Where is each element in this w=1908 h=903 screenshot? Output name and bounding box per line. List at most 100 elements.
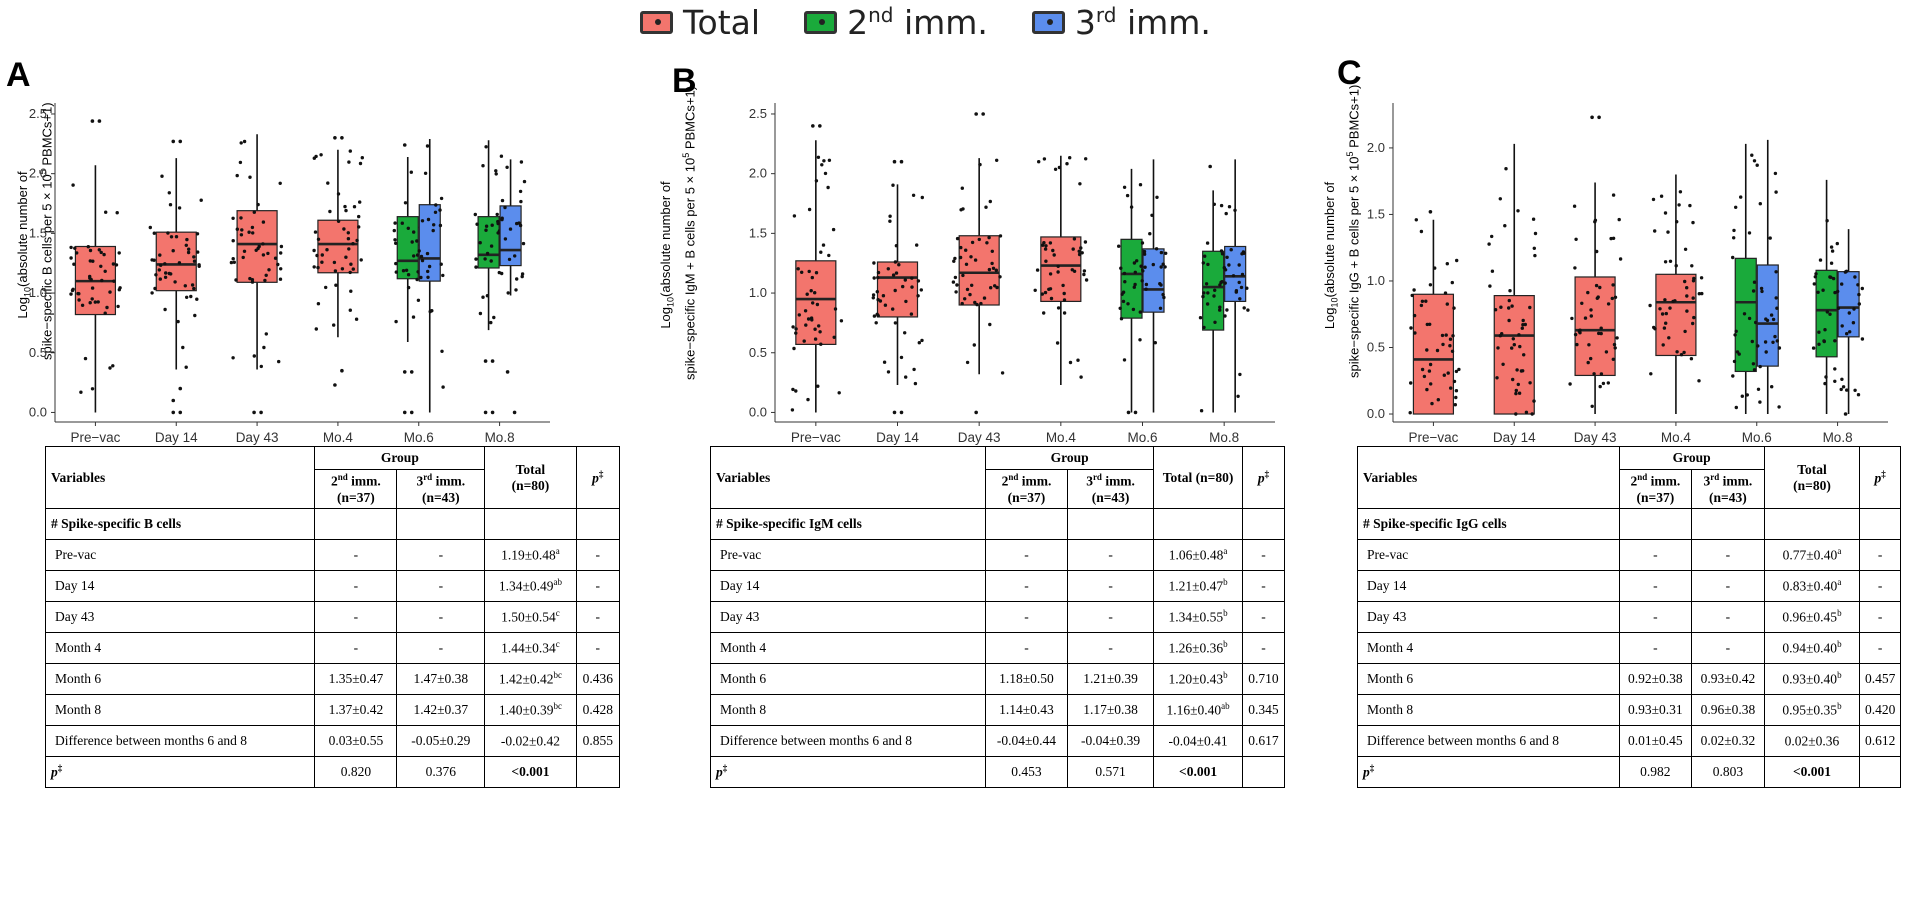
data-point — [1072, 269, 1077, 273]
data-point — [961, 273, 965, 278]
x-tick-label: Pre−vac — [1408, 430, 1458, 445]
data-point — [1151, 262, 1155, 267]
data-point — [1240, 272, 1245, 277]
data-point — [518, 189, 523, 194]
data-point — [1533, 231, 1538, 236]
data-point — [1835, 241, 1839, 246]
data-point — [441, 385, 445, 389]
data-point — [316, 302, 321, 306]
data-point — [1811, 346, 1816, 350]
data-point — [344, 255, 348, 259]
data-point — [312, 265, 316, 269]
data-point — [952, 259, 956, 263]
data-point — [1071, 247, 1075, 251]
data-point — [171, 249, 175, 253]
data-point — [1760, 289, 1764, 294]
data-point — [326, 181, 330, 185]
data-point — [1847, 311, 1851, 315]
data-point — [1610, 296, 1614, 301]
box-iqr — [1815, 269, 1838, 358]
data-point — [1528, 381, 1532, 385]
data-point — [1220, 280, 1224, 284]
data-point — [1611, 283, 1615, 287]
data-point — [1688, 203, 1692, 208]
cell-total: 1.26±0.36b — [1153, 632, 1243, 664]
data-point — [1683, 329, 1687, 334]
outlier-point — [818, 124, 822, 128]
data-point — [519, 199, 523, 204]
data-point — [333, 269, 338, 273]
data-point — [1755, 163, 1759, 167]
data-point — [1454, 369, 1459, 374]
data-point — [1524, 410, 1529, 414]
data-point — [1817, 342, 1821, 346]
outlier-point — [252, 410, 256, 415]
data-point — [804, 323, 808, 327]
data-point — [1860, 286, 1864, 291]
data-point — [917, 341, 921, 345]
data-point — [88, 248, 93, 253]
data-point — [1518, 344, 1522, 349]
legend-label-3rd: 3rd imm. — [1074, 3, 1211, 42]
data-point — [91, 259, 95, 263]
data-point — [1449, 386, 1453, 390]
data-point — [1845, 332, 1849, 336]
data-point — [1777, 405, 1781, 409]
data-point — [250, 278, 255, 282]
data-point — [355, 238, 359, 243]
data-point — [93, 300, 98, 304]
data-point — [112, 279, 116, 283]
data-point — [347, 160, 351, 164]
data-point — [1164, 251, 1168, 255]
data-point — [1057, 165, 1062, 170]
cell-2nd-imm: - — [314, 539, 398, 571]
data-point — [806, 317, 811, 321]
data-point — [794, 389, 798, 393]
data-point — [1508, 289, 1512, 293]
data-point — [72, 262, 76, 266]
data-point — [1857, 302, 1861, 306]
data-point — [104, 210, 108, 214]
data-point — [111, 262, 116, 266]
data-point — [1452, 306, 1456, 310]
data-point — [1143, 265, 1147, 269]
data-point — [1409, 326, 1413, 330]
data-point — [1122, 271, 1127, 276]
data-point — [826, 185, 830, 190]
data-point — [1514, 388, 1518, 393]
data-point — [1129, 205, 1134, 209]
data-point — [400, 221, 404, 225]
box-Day 14-total — [871, 159, 924, 415]
data-point — [1589, 356, 1593, 361]
data-point — [1044, 244, 1048, 248]
data-point — [1843, 270, 1848, 274]
data-point — [328, 209, 332, 214]
data-point — [252, 354, 256, 358]
data-point — [266, 251, 270, 256]
data-point — [406, 285, 411, 290]
data-point — [819, 342, 823, 346]
data-point — [1734, 205, 1738, 209]
data-point — [1840, 377, 1844, 381]
y-tick-label: 1.5 — [29, 225, 47, 240]
data-point — [816, 384, 820, 388]
data-point — [439, 196, 444, 201]
data-point — [1240, 252, 1244, 256]
data-point — [1774, 296, 1778, 300]
data-point — [278, 181, 282, 185]
legend-key-2nd — [804, 11, 838, 34]
data-point — [1618, 257, 1623, 261]
data-point — [894, 244, 899, 248]
row-label: Day 14 — [709, 570, 987, 602]
data-point — [897, 263, 901, 267]
data-point — [404, 268, 409, 272]
y-tick-label: 1.5 — [1367, 206, 1385, 221]
data-point — [1733, 333, 1737, 337]
data-point — [792, 214, 797, 218]
data-point — [1825, 219, 1829, 223]
row-label: Month 4 — [1357, 632, 1620, 664]
data-point — [173, 280, 177, 284]
outlier-point — [1590, 115, 1594, 120]
data-point — [193, 313, 197, 318]
data-point — [242, 139, 247, 144]
